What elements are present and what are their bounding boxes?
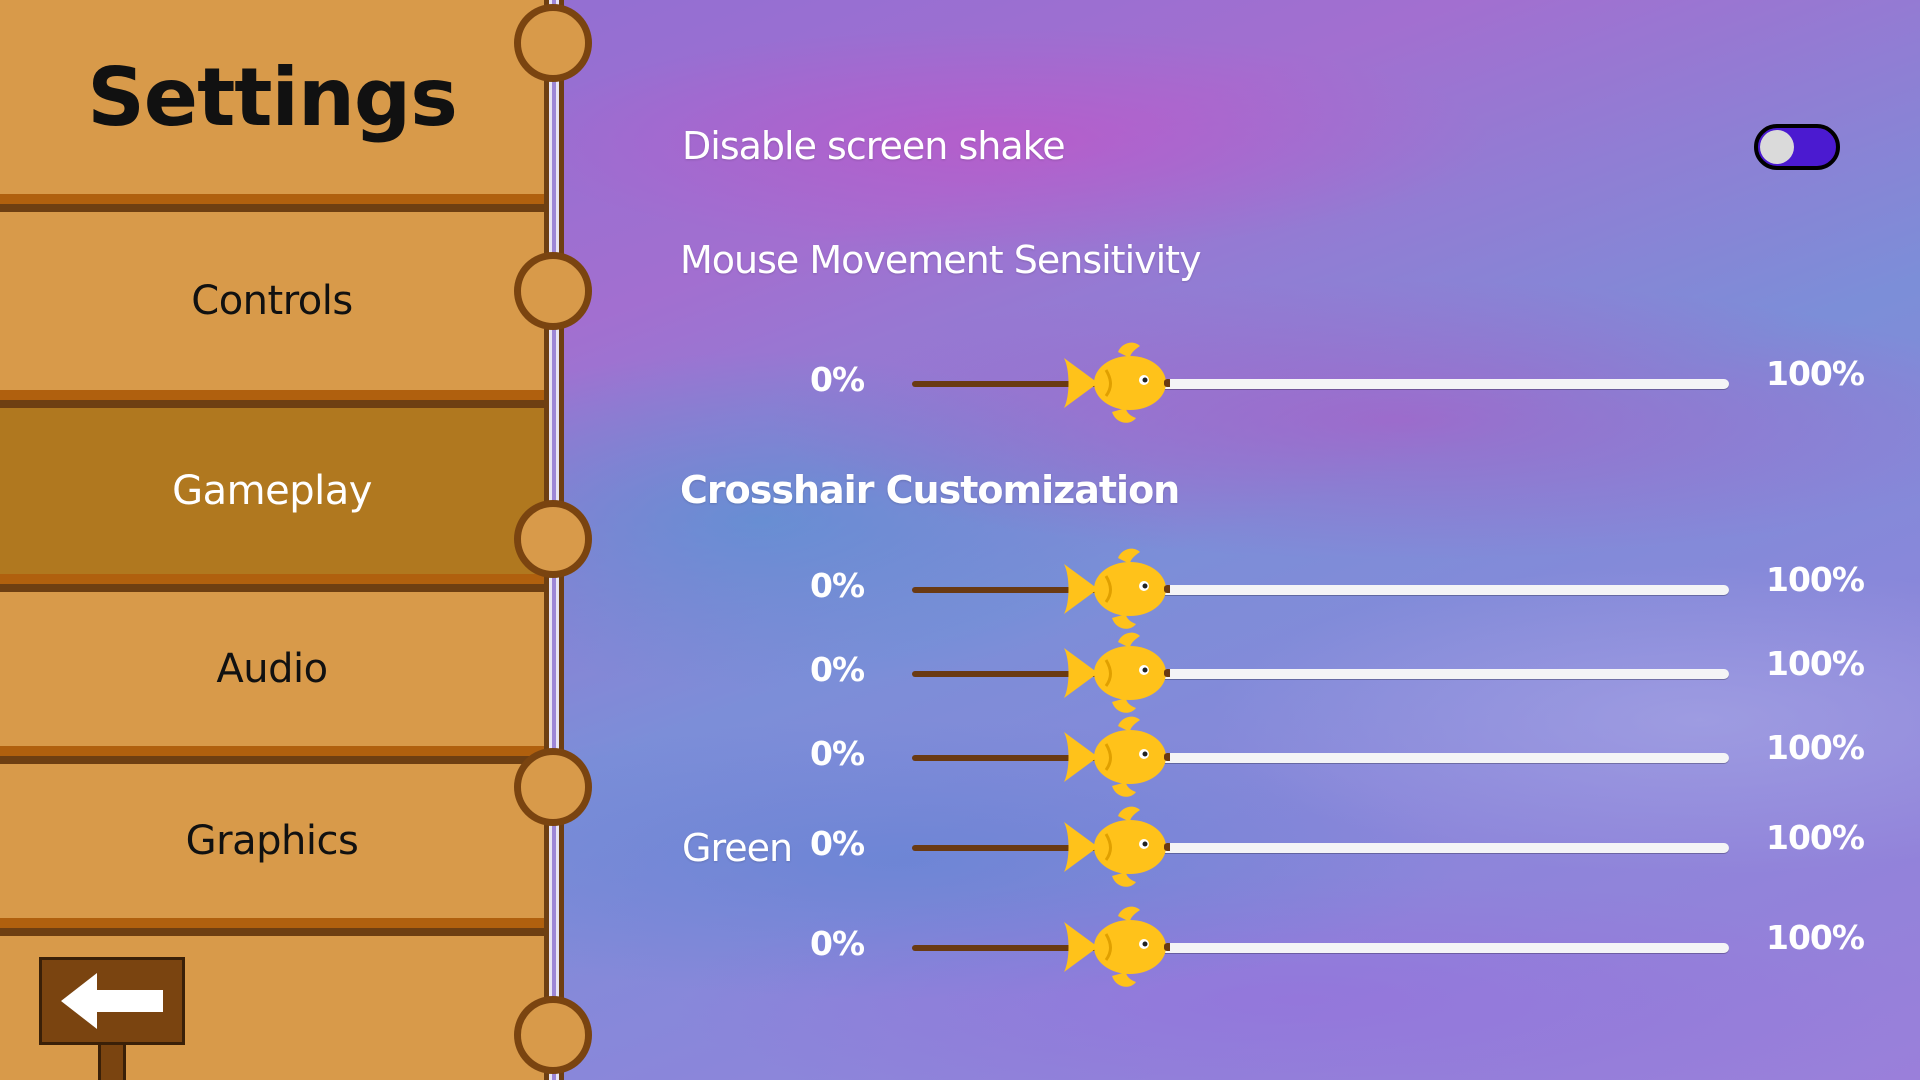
mouse-sensitivity-slider[interactable]: 0% 100% <box>0 340 1920 430</box>
slider-fill <box>912 587 1100 593</box>
slider-track[interactable] <box>912 943 1729 953</box>
sign-post <box>98 1045 126 1080</box>
green-channel-label: Green <box>682 826 793 870</box>
sidebar-item-label: Controls <box>191 278 353 324</box>
arrow-left-icon <box>61 973 163 1029</box>
fish-icon[interactable] <box>1060 714 1170 800</box>
fish-icon[interactable] <box>1060 340 1170 426</box>
slider-min-label: 0% <box>810 734 865 773</box>
slider-fill <box>912 671 1100 677</box>
fish-icon[interactable] <box>1060 546 1170 632</box>
slider-min-label: 0% <box>810 360 865 399</box>
slider-track[interactable] <box>912 669 1729 679</box>
sidebar-item-controls[interactable]: Controls <box>0 204 544 402</box>
slider-rest <box>1120 843 1729 853</box>
slider-fill <box>912 945 1100 951</box>
slider-min-label: 0% <box>810 924 865 963</box>
crosshair-slider-1[interactable]: 0% 100% <box>0 546 1920 636</box>
title-plank: Settings <box>0 0 544 206</box>
toggle-knob <box>1760 130 1794 164</box>
slider-fill <box>912 755 1100 761</box>
binder-ring <box>514 252 592 330</box>
sidebar-item-graphics[interactable]: Graphics <box>0 756 544 930</box>
crosshair-slider-5[interactable]: 0% 100% <box>0 904 1920 994</box>
screen-shake-toggle[interactable] <box>1754 124 1840 170</box>
slider-min-label: 0% <box>810 650 865 689</box>
fish-icon[interactable] <box>1060 904 1170 990</box>
slider-track[interactable] <box>912 753 1729 763</box>
slider-fill <box>912 381 1100 387</box>
fish-icon[interactable] <box>1060 804 1170 890</box>
slider-max-label: 100% <box>1766 354 1865 393</box>
slider-max-label: 100% <box>1766 644 1865 683</box>
slider-track[interactable] <box>912 843 1729 853</box>
slider-track[interactable] <box>912 379 1729 389</box>
slider-max-label: 100% <box>1766 560 1865 599</box>
binder-ring <box>514 500 592 578</box>
slider-min-label: 0% <box>810 566 865 605</box>
slider-min-label: 0% <box>810 824 865 863</box>
slider-rest <box>1120 585 1729 595</box>
slider-max-label: 100% <box>1766 918 1865 957</box>
fish-icon[interactable] <box>1060 630 1170 716</box>
binder-ring <box>514 996 592 1074</box>
screen-shake-label: Disable screen shake <box>682 124 1066 168</box>
slider-rest <box>1120 753 1729 763</box>
sidebar-item-audio[interactable]: Audio <box>0 584 544 758</box>
slider-fill <box>912 845 1100 851</box>
sidebar-item-gameplay[interactable]: Gameplay <box>0 400 544 586</box>
settings-sidebar: Settings Controls Gameplay Audio Graphic… <box>0 0 544 1080</box>
slider-max-label: 100% <box>1766 728 1865 767</box>
mouse-sensitivity-label: Mouse Movement Sensitivity <box>680 238 1202 282</box>
slider-max-label: 100% <box>1766 818 1865 857</box>
crosshair-section-title: Crosshair Customization <box>680 468 1180 512</box>
sidebar-item-label: Audio <box>216 646 328 692</box>
back-button[interactable] <box>39 957 185 1045</box>
sidebar-item-label: Gameplay <box>172 468 372 514</box>
slider-rest <box>1120 669 1729 679</box>
crosshair-slider-2[interactable]: 0% 100% <box>0 630 1920 720</box>
binder-ring <box>514 4 592 82</box>
sidebar-item-label: Graphics <box>185 818 359 864</box>
slider-track[interactable] <box>912 585 1729 595</box>
crosshair-slider-3[interactable]: 0% 100% <box>0 714 1920 804</box>
binder-ring <box>514 748 592 826</box>
crosshair-slider-green[interactable]: 0% 100% <box>0 804 1920 894</box>
page-title: Settings <box>87 50 458 144</box>
slider-rest <box>1120 379 1729 389</box>
slider-rest <box>1120 943 1729 953</box>
